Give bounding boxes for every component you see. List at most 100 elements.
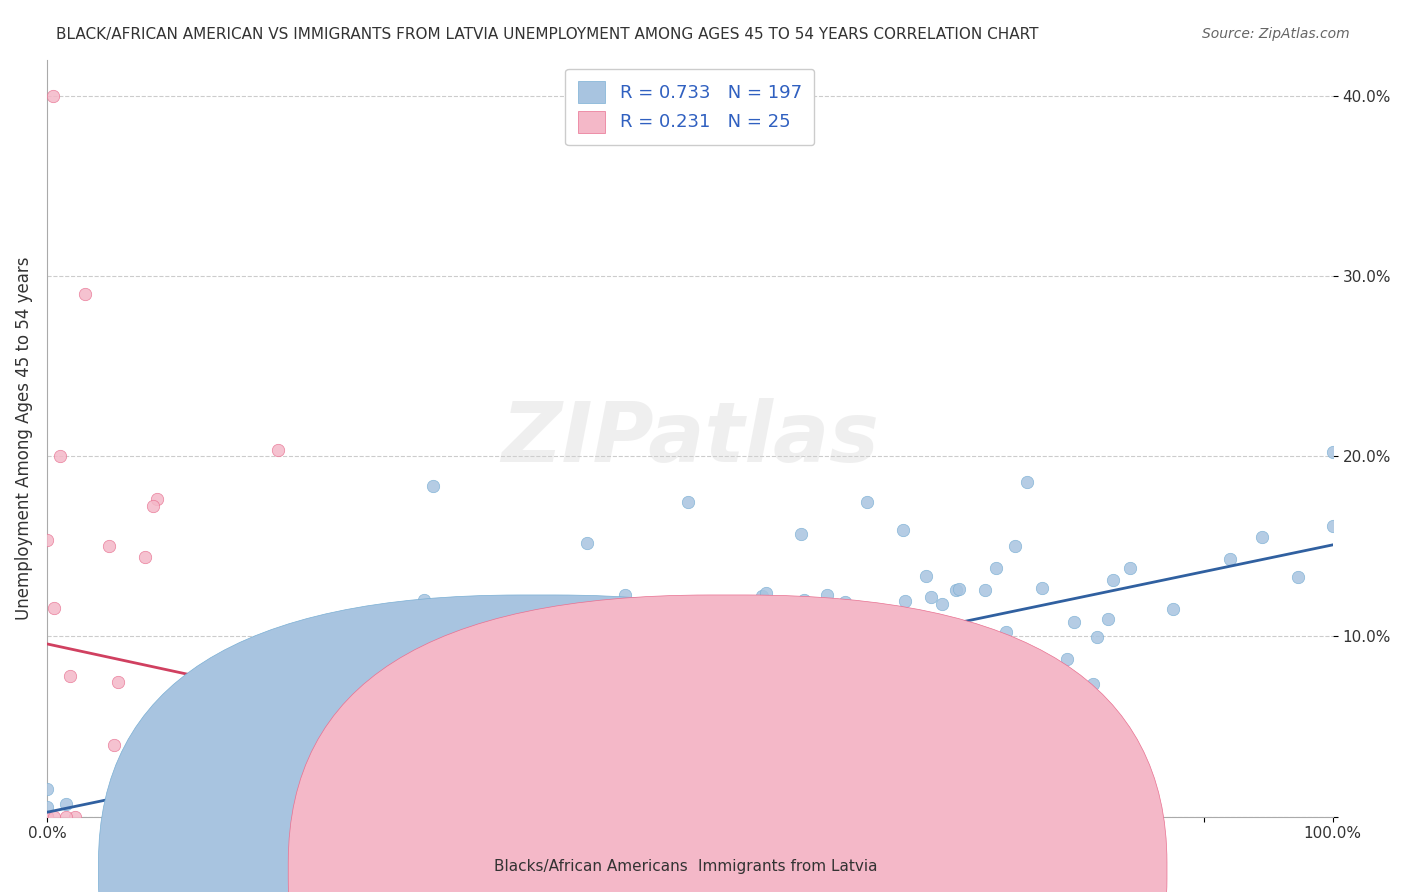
Point [515,741,537,756]
Point [75,286,97,301]
Point [447,712,470,726]
Point [184,809,207,823]
Point [600,809,623,823]
Point [506,761,529,775]
Point [766,669,789,683]
Point [815,588,838,602]
Point [347,664,370,678]
Point [35,533,58,547]
Point [103,738,125,752]
Point [891,523,914,537]
Point [1097,612,1119,626]
Point [628,756,651,771]
Point [513,725,536,739]
Point [703,756,725,770]
Point [823,602,845,616]
Point [1014,687,1036,701]
Point [793,593,815,607]
Point [872,615,894,630]
Point [728,719,751,733]
Point [308,774,330,789]
Point [157,797,180,811]
Point [785,645,807,659]
Point [519,770,541,784]
Point [557,680,579,694]
Point [533,624,555,638]
Point [111,759,134,773]
Point [353,711,375,725]
Point [364,809,387,823]
Point [508,764,530,779]
Point [931,656,953,670]
Point [35,809,58,823]
Point [1322,445,1344,459]
Point [626,750,648,764]
Point [412,592,434,607]
Point [35,809,58,823]
Point [1015,475,1038,489]
Point [752,651,775,665]
Point [465,732,488,747]
Point [838,662,860,676]
Point [125,809,148,823]
Point [217,809,239,823]
Point [675,605,697,619]
Point [55,797,77,811]
Point [1085,630,1108,644]
Point [264,704,287,718]
Point [35,809,58,823]
Point [489,760,512,774]
Point [136,729,159,743]
Point [620,683,643,698]
Point [834,595,856,609]
Point [842,624,865,639]
Point [35,809,58,823]
Point [863,656,886,670]
Point [59,669,82,683]
Point [221,809,243,823]
Point [179,780,201,795]
Point [972,689,994,703]
Point [323,739,346,753]
Text: Source: ZipAtlas.com: Source: ZipAtlas.com [1202,27,1350,41]
Text: BLACK/AFRICAN AMERICAN VS IMMIGRANTS FROM LATVIA UNEMPLOYMENT AMONG AGES 45 TO 5: BLACK/AFRICAN AMERICAN VS IMMIGRANTS FRO… [56,27,1039,42]
Point [148,809,170,823]
Point [141,795,163,809]
Text: Immigrants from Latvia: Immigrants from Latvia [697,859,877,874]
Point [1004,539,1026,553]
Point [859,650,882,665]
Point [373,809,395,823]
Point [308,737,330,751]
Point [1219,552,1241,566]
Point [623,710,645,724]
Point [564,809,586,823]
Point [526,660,548,674]
Point [309,721,332,735]
Point [449,673,471,688]
Point [769,700,792,714]
Point [681,653,703,667]
Point [576,536,599,550]
Point [579,661,602,675]
Point [426,660,449,674]
Point [613,588,636,602]
Point [256,809,278,823]
Point [605,772,627,786]
Point [319,800,342,814]
Point [381,736,404,750]
Point [873,665,896,680]
Point [599,599,621,613]
Point [129,809,152,823]
Y-axis label: Unemployment Among Ages 45 to 54 years: Unemployment Among Ages 45 to 54 years [15,256,32,620]
Point [995,625,1018,640]
Point [498,682,520,697]
Point [652,704,675,718]
Point [1031,582,1053,596]
Point [44,809,66,823]
Point [65,809,87,823]
Point [444,746,467,760]
Point [468,674,491,689]
Point [748,603,770,617]
Text: Blacks/African Americans: Blacks/African Americans [494,859,688,874]
Point [425,795,447,809]
